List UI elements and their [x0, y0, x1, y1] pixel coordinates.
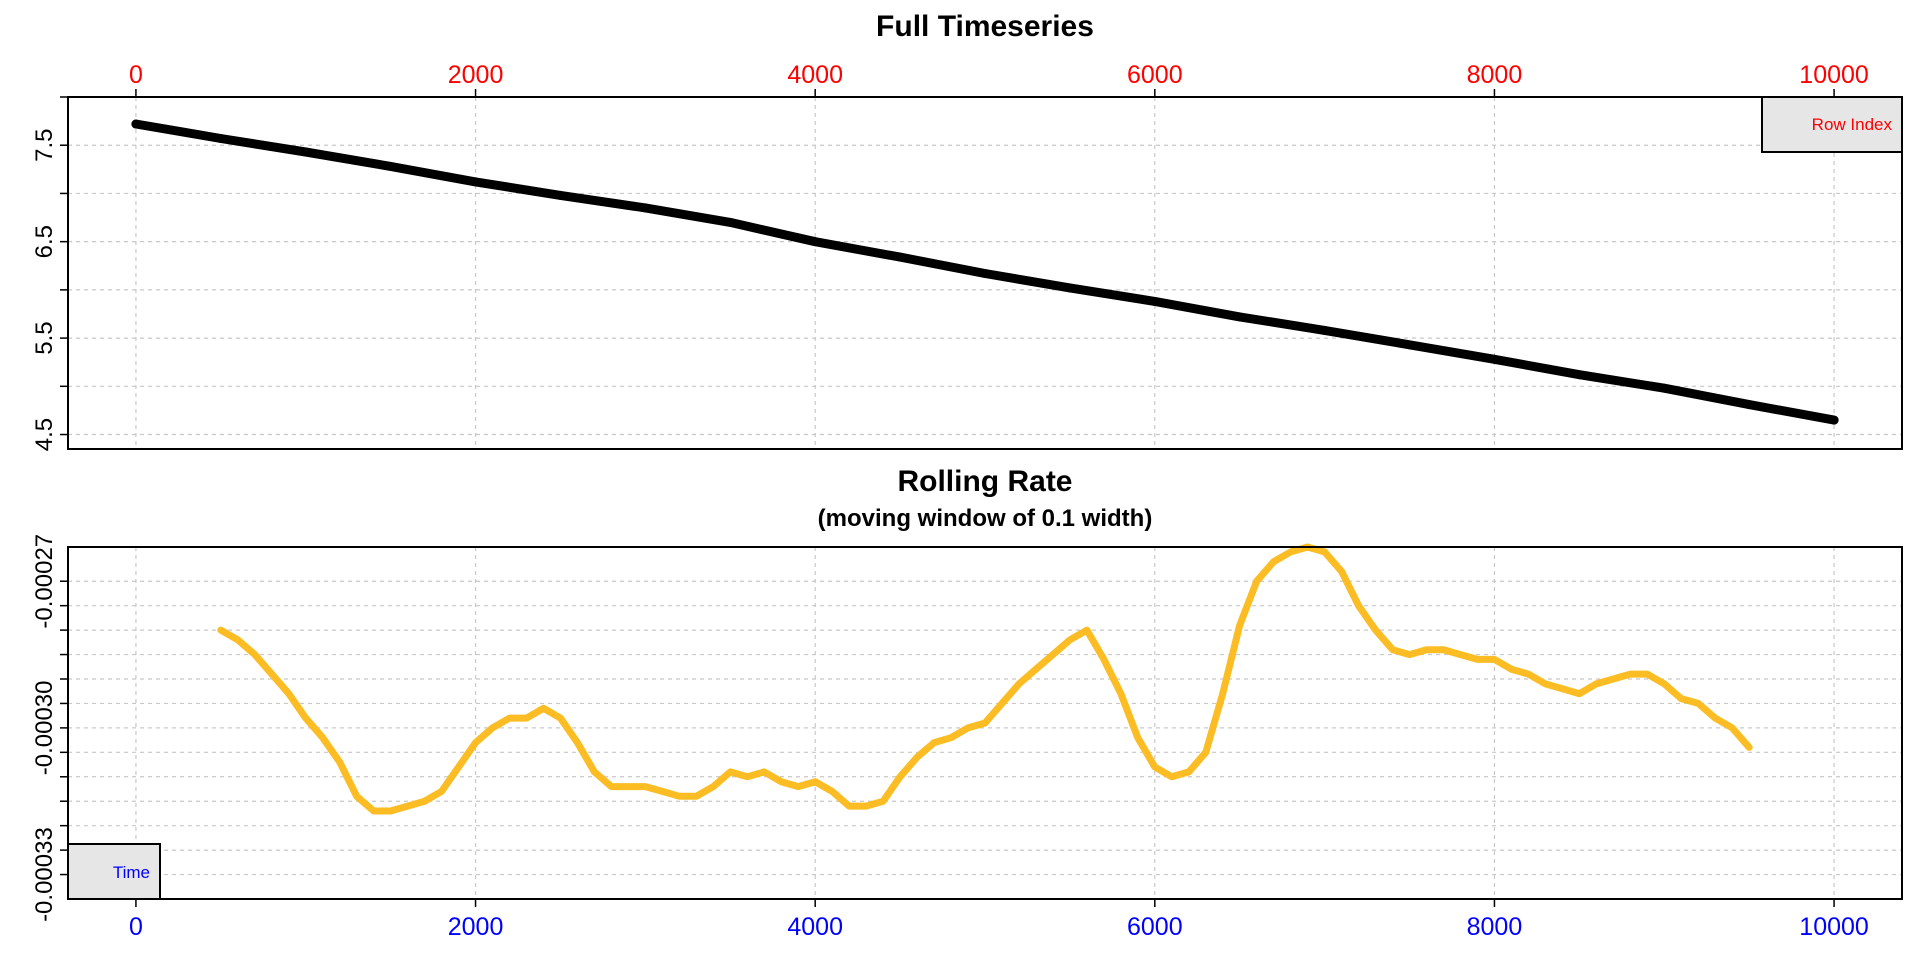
top-data-point [301, 147, 311, 157]
bottom-x-tick-label: 10000 [1799, 913, 1869, 941]
top-data-point [725, 217, 735, 227]
row-index-label: Row Index [1812, 115, 1893, 134]
top-data-point [216, 133, 226, 143]
top-data-point [810, 237, 820, 247]
bottom-y-tick-label: -0.00033 [31, 827, 58, 922]
bottom-y-tick-label: -0.00027 [31, 534, 58, 629]
top-data-point [1320, 325, 1330, 335]
bottom-chart-series [217, 543, 1753, 815]
top-data-point [640, 203, 650, 213]
top-y-tick-label: 6.5 [31, 225, 58, 258]
time-label: Time [113, 863, 150, 882]
top-x-tick-label: 8000 [1467, 61, 1523, 89]
top-data-point [1574, 370, 1584, 380]
top-chart-series [131, 119, 1839, 425]
top-chart-frame [67, 96, 1903, 450]
top-y-tick-label: 5.5 [31, 321, 58, 354]
top-x-tick-label: 6000 [1127, 61, 1183, 89]
bottom-x-tick-label: 8000 [1467, 913, 1523, 941]
top-data-point [980, 268, 990, 278]
top-data-point [1150, 296, 1160, 306]
top-data-point [1405, 340, 1415, 350]
time-label-box: Time [67, 843, 161, 900]
top-data-point [386, 161, 396, 171]
bottom-x-tick-label: 4000 [787, 913, 843, 941]
top-x-tick-label: 0 [129, 61, 143, 89]
row-index-label-box: Row Index [1761, 96, 1903, 153]
top-data-point [895, 252, 905, 262]
bottom-y-tick-label: -0.00030 [31, 681, 58, 776]
top-y-tick-label: 7.5 [31, 129, 58, 162]
rolling-rate-line [217, 543, 1753, 815]
top-x-tick-label: 4000 [787, 61, 843, 89]
bottom-chart-frame [67, 546, 1903, 900]
top-data-point [1829, 415, 1839, 425]
top-data-point [131, 119, 141, 129]
top-x-tick-label: 2000 [448, 61, 504, 89]
bottom-chart-title: Rolling Rate [897, 465, 1072, 498]
top-chart-title: Full Timeseries [876, 10, 1094, 43]
bottom-chart-grid [68, 547, 1902, 899]
bottom-x-tick-label: 0 [129, 913, 143, 941]
top-chart-axes: 0 2000 4000 6000 8000 10000 4.5 5.5 6.5 7.5 [31, 61, 1869, 451]
bottom-chart-subtitle: (moving window of 0.1 width) [818, 505, 1153, 532]
top-data-point [471, 177, 481, 187]
top-x-tick-label: 10000 [1799, 61, 1869, 89]
top-y-tick-label: 4.5 [31, 418, 58, 451]
top-data-point [1659, 383, 1669, 393]
top-data-point [1065, 283, 1075, 293]
top-data-point [555, 190, 565, 200]
bottom-x-tick-label: 2000 [448, 913, 504, 941]
top-data-point [1744, 400, 1754, 410]
bottom-chart-axes: 0 2000 4000 6000 8000 10000 -0.00033 -0.00030 -0… [31, 534, 1869, 941]
top-data-point [1235, 312, 1245, 322]
top-data-point [1489, 354, 1499, 364]
bottom-x-tick-label: 6000 [1127, 913, 1183, 941]
